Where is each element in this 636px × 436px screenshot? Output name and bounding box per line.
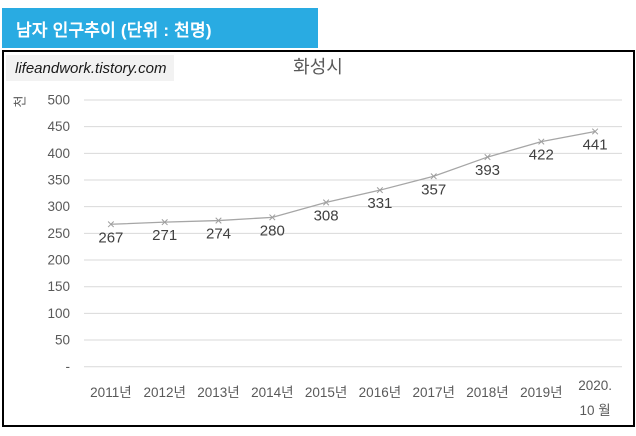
svg-text:357: 357 (421, 181, 446, 198)
svg-text:331: 331 (367, 195, 392, 212)
svg-text:2016년: 2016년 (359, 385, 401, 400)
svg-text:400: 400 (47, 146, 70, 161)
svg-text:422: 422 (529, 147, 554, 164)
banner-title: 남자 인구추이 (단위 : 천명) (16, 20, 212, 40)
chart-frame: lifeandwork.tistory.com (2, 50, 635, 427)
svg-text:2013년: 2013년 (197, 385, 239, 400)
svg-text:2018년: 2018년 (466, 385, 508, 400)
svg-text:50: 50 (55, 333, 70, 348)
svg-text:2015년: 2015년 (305, 385, 347, 400)
svg-text:300: 300 (47, 199, 70, 214)
chart-header-banner: 남자 인구추이 (단위 : 천명) (2, 8, 318, 48)
svg-text:150: 150 (47, 279, 70, 294)
watermark-text: lifeandwork.tistory.com (15, 59, 167, 77)
svg-text:2011년: 2011년 (90, 385, 131, 400)
svg-text:280: 280 (260, 222, 285, 239)
svg-text:350: 350 (47, 173, 70, 188)
svg-text:200: 200 (47, 253, 70, 268)
svg-text:308: 308 (314, 207, 339, 224)
svg-text:10 월: 10 월 (580, 403, 611, 418)
svg-text:274: 274 (206, 226, 231, 243)
svg-text:2014년: 2014년 (251, 385, 293, 400)
svg-text:-: - (66, 359, 71, 374)
y-axis-unit-label: 천 (12, 95, 28, 108)
svg-text:2012년: 2012년 (143, 385, 185, 400)
chart-title: 화성시 (293, 57, 343, 77)
svg-text:441: 441 (583, 136, 608, 153)
svg-text:2019년: 2019년 (520, 385, 562, 400)
svg-text:100: 100 (47, 306, 70, 321)
svg-text:393: 393 (475, 162, 500, 179)
svg-text:450: 450 (47, 119, 70, 134)
svg-text:250: 250 (47, 226, 70, 241)
svg-text:500: 500 (47, 93, 70, 108)
svg-text:2020.: 2020. (578, 378, 612, 393)
svg-text:271: 271 (152, 227, 177, 244)
svg-text:2017년: 2017년 (412, 385, 454, 400)
watermark: lifeandwork.tistory.com (6, 55, 174, 81)
svg-text:267: 267 (98, 229, 123, 246)
